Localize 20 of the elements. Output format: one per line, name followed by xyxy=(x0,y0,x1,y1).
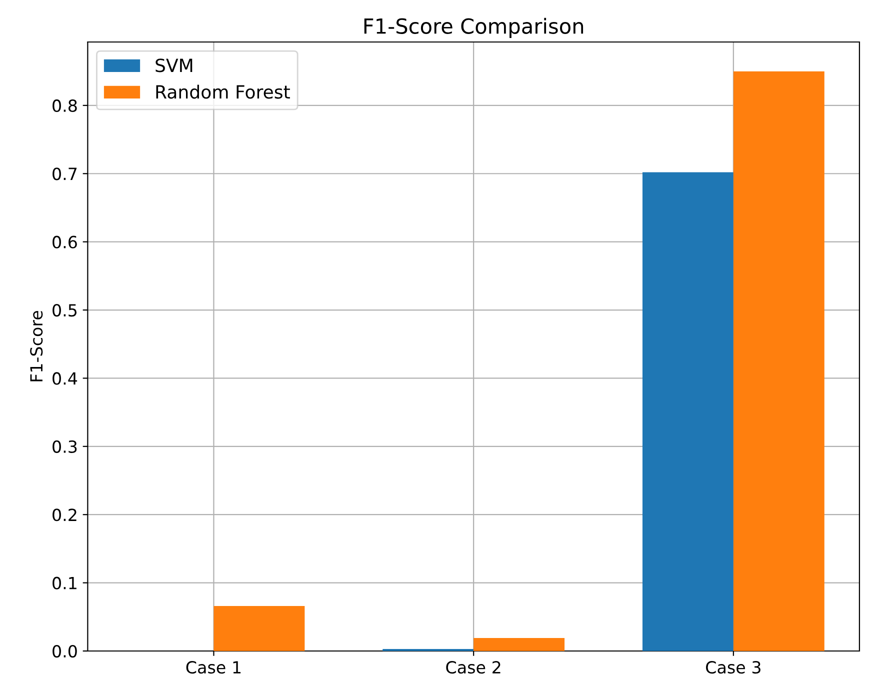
y-tick-label: 0.4 xyxy=(52,372,78,385)
y-axis-title: F1-Score xyxy=(30,310,43,382)
bar xyxy=(733,71,824,651)
legend-label: SVM xyxy=(156,58,192,72)
y-tick-label: 0.2 xyxy=(52,508,76,522)
y-tick-label: 0.1 xyxy=(52,576,76,590)
x-tick-label: Case 2 xyxy=(446,661,500,674)
legend-label: Random Forest xyxy=(156,84,290,99)
x-tick-label: Case 1 xyxy=(186,661,241,674)
y-tick-label: 0.6 xyxy=(52,236,77,248)
y-tick-label: 0.5 xyxy=(52,304,77,317)
y-tick-label: 0.0 xyxy=(52,644,77,658)
bar xyxy=(214,606,305,651)
y-tick-label: 0.3 xyxy=(52,440,77,453)
bar xyxy=(474,638,565,651)
chart-title: F1-Score Comparison xyxy=(364,18,584,38)
y-tick-label: 0.8 xyxy=(52,99,77,112)
bar xyxy=(642,172,734,651)
x-tick-label: Case 3 xyxy=(706,661,760,674)
y-tick-label: 0.7 xyxy=(52,168,77,180)
